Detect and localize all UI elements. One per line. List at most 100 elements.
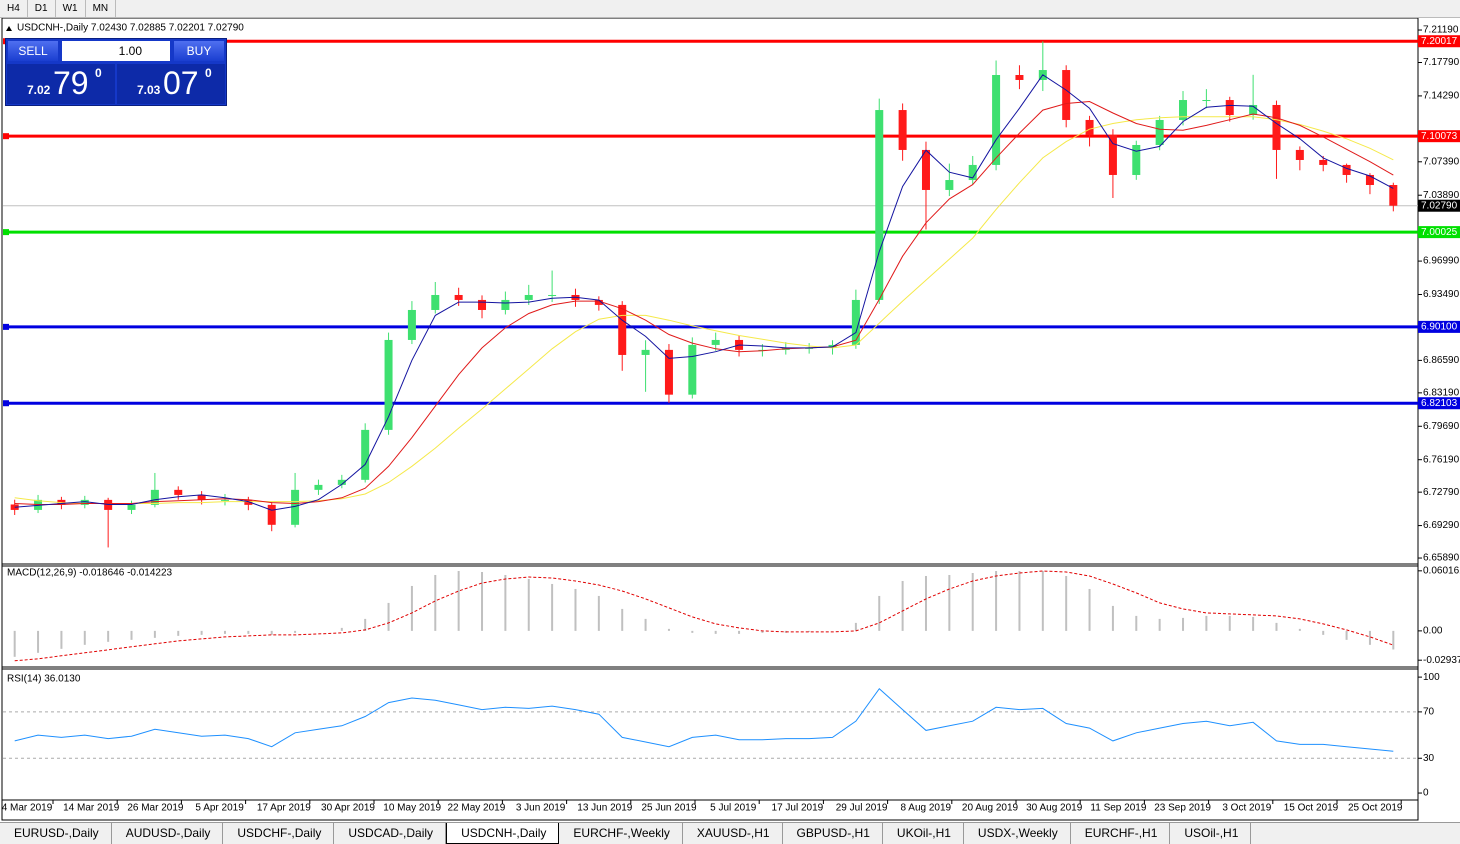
candle-body	[127, 504, 136, 510]
rsi-title: RSI(14) 36.0130	[7, 674, 81, 685]
y-tick-label: -0.029378	[1423, 655, 1460, 666]
x-tick-label: 14 Mar 2019	[63, 803, 120, 814]
price-frac: 0	[205, 66, 212, 80]
x-tick-label: 20 Aug 2019	[962, 803, 1019, 814]
x-tick-label: 15 Oct 2019	[1284, 803, 1339, 814]
macd-signal	[14, 570, 1394, 662]
candle-body	[431, 294, 440, 310]
y-tick-label: 7.03890	[1423, 190, 1460, 201]
symbol-tab[interactable]: AUDUSD-,Daily	[112, 823, 224, 844]
candle-body	[1225, 100, 1234, 116]
symbol-tab[interactable]: EURCHF-,H1	[1071, 823, 1171, 844]
candle-body	[1202, 100, 1211, 102]
candle-body	[267, 504, 276, 525]
frame	[1, 17, 1419, 821]
x-tick-label: 23 Sep 2019	[1154, 803, 1211, 814]
symbol-tab[interactable]: USDCHF-,Daily	[223, 823, 335, 844]
collapse-icon[interactable]	[6, 26, 12, 31]
timeframe-button[interactable]: W1	[56, 0, 86, 17]
symbol-tab[interactable]: EURUSD-,Daily	[0, 823, 112, 844]
x-tick-label: 11 Sep 2019	[1090, 803, 1146, 814]
y-tick-label: 7.07390	[1423, 156, 1460, 167]
y-tick-label: 0.00	[1423, 626, 1443, 637]
candle-body	[361, 429, 370, 480]
x-tick-label: 3 Jun 2019	[516, 803, 566, 814]
candle-body	[174, 489, 183, 495]
lot-input[interactable]: 1.00	[62, 41, 170, 61]
price-big: 7.02	[27, 83, 51, 97]
rsi-line	[14, 687, 1394, 752]
candle-body	[150, 489, 159, 505]
x-tick-label: 25 Oct 2019	[1348, 803, 1403, 814]
y-tick-label: 6.96990	[1423, 256, 1460, 267]
candle-body	[337, 479, 346, 485]
buy-price[interactable]: 7.03 07 0	[117, 64, 225, 104]
moving-average	[14, 74, 1394, 511]
moving-average	[14, 100, 1394, 505]
candle-body	[291, 489, 300, 525]
chart-title: USDCNH-,Daily 7.02430 7.02885 7.02201 7.…	[17, 23, 244, 34]
y-tick-label: 6.69290	[1423, 520, 1460, 531]
candle-body	[548, 294, 557, 296]
candle-body	[851, 299, 860, 345]
candle-body	[594, 299, 603, 305]
candle-body	[1249, 104, 1258, 116]
candle-body	[454, 294, 463, 300]
level-label: 7.10073	[1421, 131, 1458, 142]
sell-button[interactable]: SELL	[8, 41, 58, 61]
buy-button[interactable]: BUY	[174, 41, 224, 61]
level-handle	[3, 323, 9, 330]
symbol-tab[interactable]: USDX-,Weekly	[964, 823, 1071, 844]
candle-body	[875, 110, 884, 300]
candle-body	[407, 309, 416, 340]
symbol-tab[interactable]: GBPUSD-,H1	[783, 823, 883, 844]
candle-body	[1015, 75, 1024, 80]
sell-price[interactable]: 7.02 79 0	[7, 64, 115, 104]
x-tick-label: 30 Aug 2019	[1026, 803, 1083, 814]
macd-title: MACD(12,26,9) -0.018646 -0.014223	[7, 568, 173, 579]
candle-body	[711, 339, 720, 345]
candle-body	[478, 299, 487, 310]
candle-body	[1062, 70, 1071, 120]
candle-body	[1342, 164, 1351, 175]
level-handle	[3, 400, 9, 407]
symbol-tab[interactable]: XAUUSD-,H1	[683, 823, 783, 844]
candle-body	[244, 499, 253, 505]
price-frac: 0	[95, 66, 102, 80]
candle-body	[1319, 159, 1328, 165]
y-tick-label: 0	[1423, 788, 1429, 799]
symbol-tab[interactable]: USDCNH-,Daily	[446, 823, 560, 844]
x-tick-label: 5 Jul 2019	[710, 803, 757, 814]
symbol-tab[interactable]: USOil-,H1	[1170, 823, 1252, 844]
y-tick-label: 7.21190	[1423, 25, 1459, 36]
y-tick-label: 70	[1423, 707, 1435, 718]
trade-panel: SELL 1.00 BUY 7.02 79 0 7.03 07 0	[5, 38, 227, 106]
level-label-box	[1418, 35, 1460, 48]
y-tick-label: 30	[1423, 753, 1435, 764]
symbol-tab[interactable]: USDCAD-,Daily	[334, 823, 447, 844]
y-tick-label: 100	[1423, 672, 1440, 683]
y-tick-label: 6.86590	[1423, 355, 1460, 366]
x-tick-label: 8 Aug 2019	[900, 803, 951, 814]
candle-body	[80, 499, 89, 505]
candle-body	[384, 339, 393, 430]
x-tick-label: 17 Apr 2019	[257, 803, 311, 814]
level-handle	[3, 133, 9, 140]
price-label-box	[1418, 199, 1460, 212]
timeframe-button[interactable]: H4	[0, 0, 28, 17]
level-handle	[3, 229, 9, 236]
x-tick-label: 17 Jul 2019	[772, 803, 824, 814]
timeframe-button[interactable]: MN	[86, 0, 117, 17]
symbol-tab[interactable]: EURCHF-,Weekly	[559, 823, 683, 844]
timeframe-button[interactable]: D1	[28, 0, 56, 17]
y-tick-label: 6.79690	[1423, 421, 1460, 432]
level-label: 6.90100	[1421, 322, 1458, 333]
y-tick-label: 0.060161	[1423, 565, 1460, 576]
x-tick-label: 26 Mar 2019	[127, 803, 184, 814]
candle-body	[1365, 174, 1374, 185]
symbol-tabs: EURUSD-,Daily AUDUSD-,Daily USDCHF-,Daily U…	[0, 822, 1460, 844]
timeframe-bar: H4 D1 W1 MN	[0, 0, 1460, 18]
candle-body	[1272, 104, 1281, 150]
symbol-tab[interactable]: UKOil-,H1	[883, 823, 964, 844]
y-tick-label: 6.72790	[1423, 487, 1460, 498]
